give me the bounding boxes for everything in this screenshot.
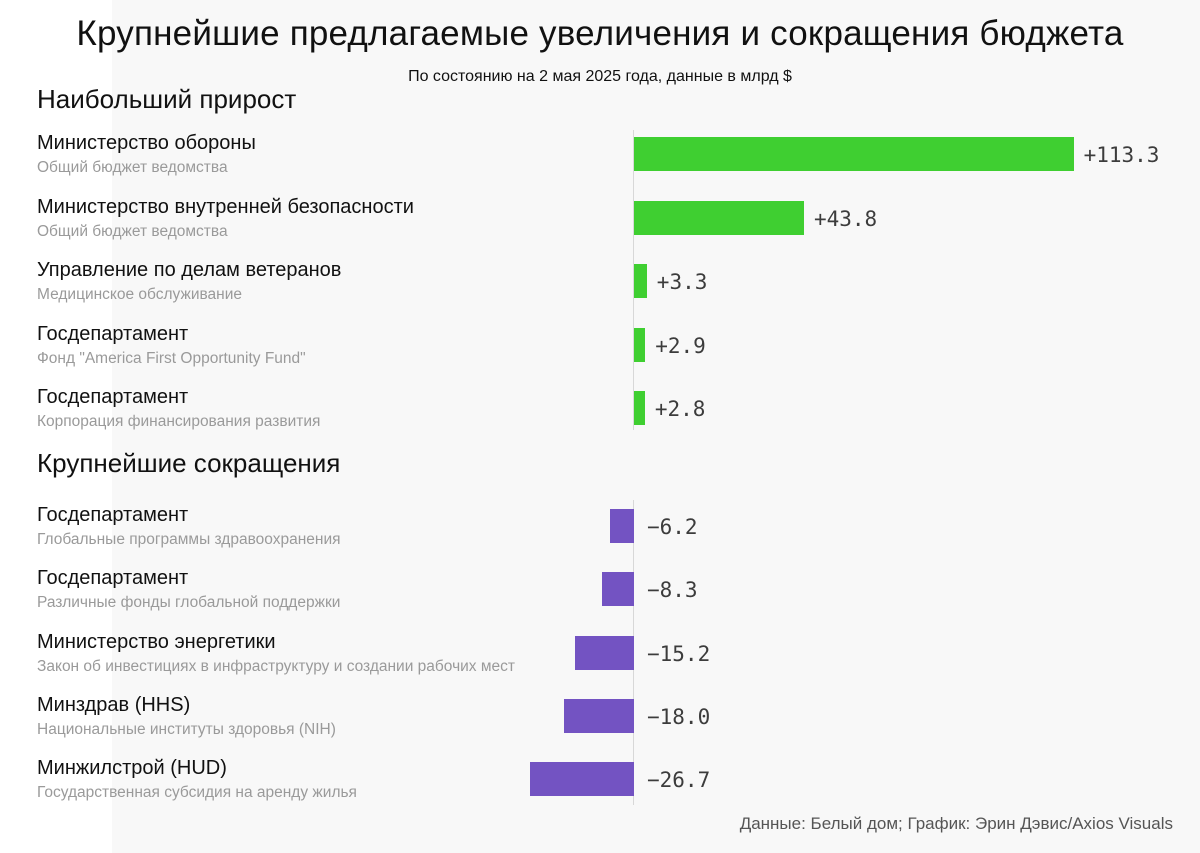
value-label: −26.7	[647, 768, 711, 792]
section-title-increases: Наибольший прирост	[37, 84, 297, 114]
row-label: Министерство обороны	[37, 132, 256, 154]
value-label: +2.9	[655, 334, 706, 358]
row-label: Минжилстрой (HUD)	[37, 757, 227, 779]
row-sublabel: Глобальные программы здравоохранения	[37, 531, 341, 548]
zero-axis-increases	[633, 130, 634, 430]
row-label: Министерство внутренней безопасности	[37, 196, 414, 218]
bar-increase	[634, 328, 646, 362]
bar-decrease	[601, 572, 634, 606]
row-label: Госдепартамент	[37, 567, 189, 589]
chart-title: Крупнейшие предлагаемые увеличения и сок…	[76, 14, 1124, 53]
bar-decrease	[530, 762, 634, 796]
chart-subtitle: По состоянию на 2 мая 2025 года, данные …	[408, 68, 792, 85]
bar-increase	[634, 201, 804, 235]
row-sublabel: Общий бюджет ведомства	[37, 159, 228, 176]
bar-decrease	[575, 636, 634, 670]
row-sublabel: Общий бюджет ведомства	[37, 223, 228, 240]
value-label: +43.8	[813, 207, 878, 231]
row-sublabel: Корпорация финансирования развития	[37, 413, 321, 430]
section-title-cuts: Крупнейшие сокращения	[37, 448, 341, 478]
value-label: −6.2	[647, 515, 698, 539]
row-label: Министерство энергетики	[37, 631, 276, 653]
value-label: −15.2	[647, 642, 711, 666]
row-label: Минздрав (HHS)	[37, 694, 191, 716]
bar-increase	[634, 391, 645, 425]
row-sublabel: Закон об инвестициях в инфраструктуру и …	[37, 658, 515, 675]
bar-increase	[634, 137, 1074, 171]
row-sublabel: Государственная субсидия на аренду жилья	[37, 784, 357, 801]
source-note: Данные: Белый дом; График: Эрин Дэвис/Ax…	[739, 814, 1173, 833]
value-label: −18.0	[647, 705, 711, 729]
row-label: Госдепартамент	[37, 386, 189, 408]
bar-increase	[634, 264, 647, 298]
bar-decrease	[564, 699, 634, 733]
value-label: +113.3	[1083, 143, 1160, 167]
value-label: −8.3	[647, 578, 698, 602]
value-label: +2.8	[654, 397, 706, 421]
row-label: Госдепартамент	[37, 504, 189, 526]
row-sublabel: Различные фонды глобальной поддержки	[37, 594, 341, 611]
row-sublabel: Медицинское обслуживание	[37, 286, 243, 303]
row-sublabel: Национальные институты здоровья (NIH)	[37, 721, 336, 738]
row-label: Госдепартамент	[37, 323, 189, 345]
row-sublabel: Фонд "America First Opportunity Fund"	[37, 350, 306, 367]
value-label: +3.3	[656, 270, 708, 294]
bar-decrease	[609, 509, 634, 543]
row-label: Управление по делам ветеранов	[37, 259, 342, 281]
